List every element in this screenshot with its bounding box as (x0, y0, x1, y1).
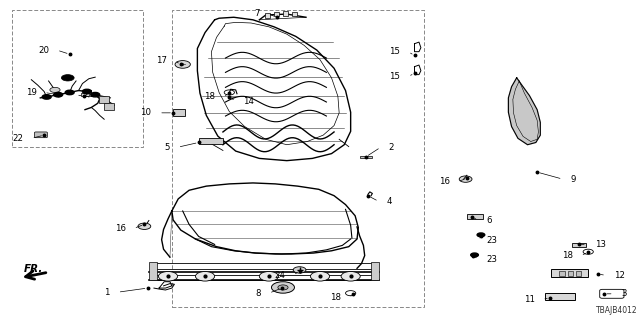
Circle shape (460, 176, 472, 182)
Text: 23: 23 (486, 236, 497, 245)
Text: 3: 3 (621, 289, 627, 298)
Circle shape (293, 267, 306, 273)
Text: 13: 13 (595, 240, 605, 249)
Text: 14: 14 (243, 97, 254, 106)
Circle shape (278, 285, 288, 290)
Circle shape (138, 223, 151, 229)
Bar (292, 12, 297, 16)
Circle shape (65, 90, 74, 95)
Text: 17: 17 (156, 56, 167, 65)
Bar (283, 11, 288, 16)
Text: 10: 10 (140, 108, 152, 117)
Ellipse shape (341, 271, 360, 281)
Text: 1: 1 (104, 288, 110, 297)
Text: 16: 16 (115, 224, 126, 233)
Text: 18: 18 (562, 251, 573, 260)
Bar (572, 243, 586, 247)
Bar (198, 138, 223, 144)
Circle shape (271, 282, 294, 293)
Bar (467, 214, 483, 219)
Circle shape (50, 87, 60, 92)
Circle shape (175, 60, 190, 68)
Bar (545, 293, 575, 300)
Bar (104, 103, 115, 110)
Circle shape (91, 92, 100, 97)
Circle shape (470, 253, 478, 257)
Bar (274, 12, 279, 16)
Bar (568, 271, 573, 276)
Text: 2: 2 (388, 143, 394, 152)
Bar (12, 10, 143, 147)
Text: 18: 18 (330, 293, 341, 302)
Text: 24: 24 (275, 271, 285, 280)
Text: 4: 4 (387, 197, 392, 206)
FancyBboxPatch shape (600, 289, 624, 298)
Circle shape (42, 95, 51, 99)
Bar (173, 109, 184, 116)
Ellipse shape (159, 271, 177, 281)
Text: 8: 8 (256, 289, 261, 298)
Polygon shape (508, 78, 540, 145)
Text: 20: 20 (38, 45, 49, 55)
Text: 23: 23 (486, 255, 497, 264)
Bar (81, 93, 90, 96)
Text: 16: 16 (438, 177, 450, 186)
Text: 11: 11 (524, 295, 534, 304)
Ellipse shape (195, 271, 214, 281)
Circle shape (83, 89, 92, 94)
Text: FR.: FR. (24, 264, 44, 274)
Text: 22: 22 (13, 134, 24, 143)
Text: 18: 18 (204, 92, 215, 101)
Bar (559, 271, 564, 276)
Text: 9: 9 (570, 175, 576, 184)
Circle shape (54, 92, 63, 97)
Text: 6: 6 (486, 216, 492, 225)
Text: 5: 5 (164, 143, 170, 152)
Text: TBAJB4012: TBAJB4012 (596, 307, 638, 316)
Circle shape (477, 233, 484, 237)
Text: 15: 15 (390, 72, 401, 81)
Text: 12: 12 (614, 271, 625, 280)
Text: 15: 15 (390, 47, 401, 56)
Bar (551, 269, 588, 277)
Ellipse shape (310, 271, 330, 281)
Bar (360, 156, 372, 158)
Ellipse shape (259, 271, 278, 281)
Circle shape (61, 75, 74, 81)
Bar (265, 13, 270, 18)
Bar (172, 10, 424, 307)
FancyBboxPatch shape (35, 132, 47, 138)
Bar (149, 262, 157, 280)
Text: 19: 19 (26, 88, 36, 97)
Bar (576, 271, 581, 276)
Text: 21: 21 (84, 90, 95, 99)
Text: 7: 7 (255, 9, 260, 18)
Bar (99, 96, 109, 103)
Bar (371, 262, 379, 280)
